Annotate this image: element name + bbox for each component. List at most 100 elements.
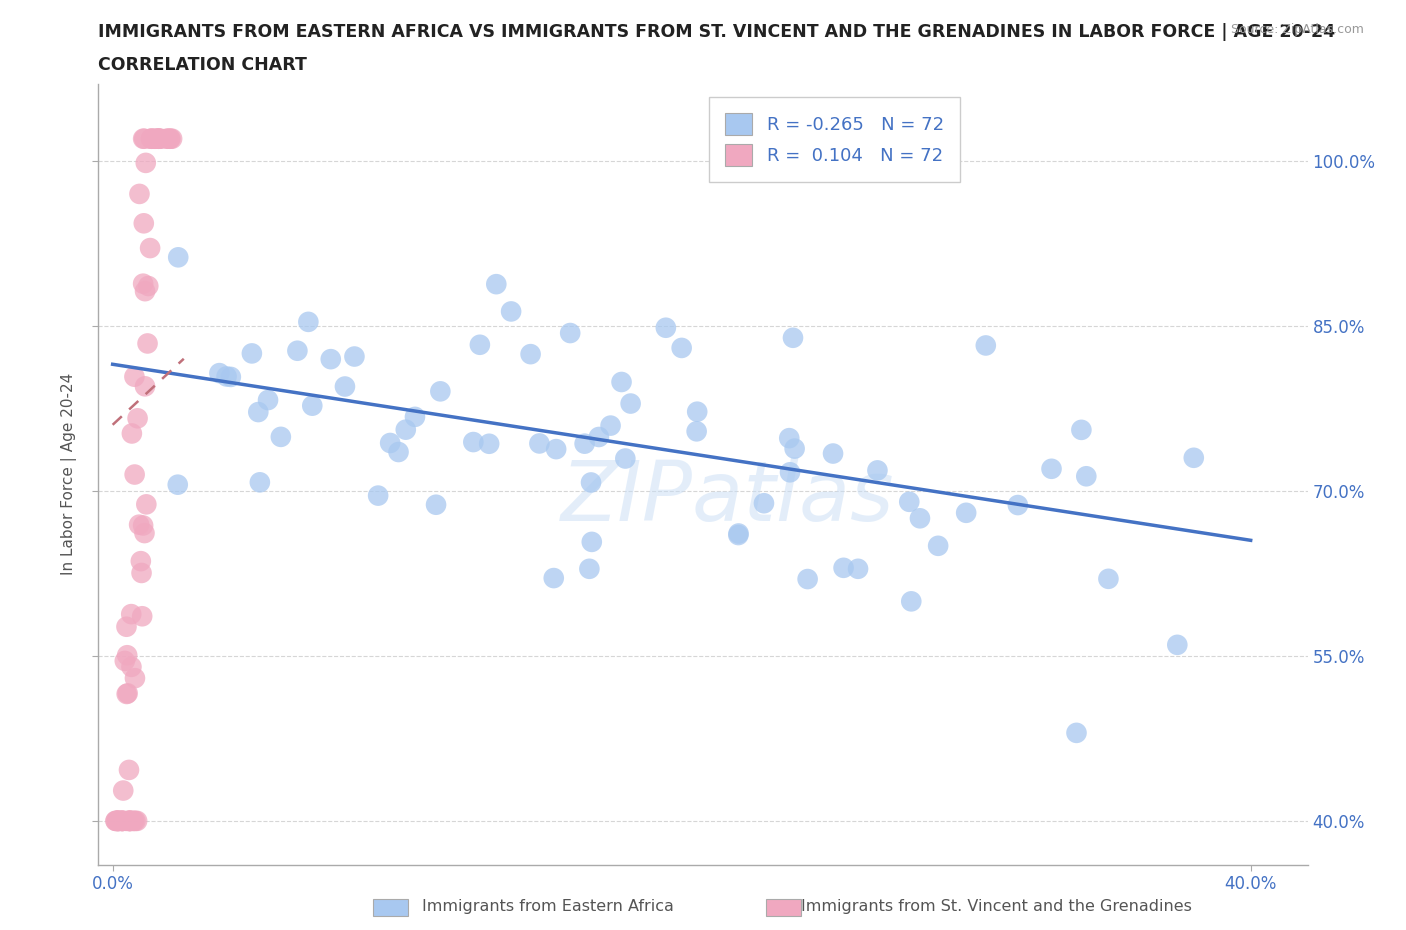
Point	[156, 131, 179, 146]
Point	[821, 446, 844, 461]
Point	[1007, 498, 1029, 512]
Point	[108, 814, 131, 829]
Point	[588, 430, 610, 445]
Text: IMMIGRANTS FROM EASTERN AFRICA VS IMMIGRANTS FROM ST. VINCENT AND THE GRENADINES: IMMIGRANTS FROM EASTERN AFRICA VS IMMIGR…	[98, 23, 1336, 41]
Point	[128, 517, 150, 532]
Point	[160, 131, 183, 146]
Point	[132, 518, 155, 533]
Point	[118, 814, 141, 829]
Point	[104, 814, 127, 829]
Point	[120, 606, 142, 621]
Point	[463, 434, 485, 449]
Point	[257, 392, 280, 407]
Point	[927, 538, 949, 553]
Point	[546, 442, 568, 457]
Point	[1166, 637, 1188, 652]
Point	[908, 511, 931, 525]
Point	[166, 477, 188, 492]
Point	[124, 814, 146, 829]
Point	[136, 279, 159, 294]
Point	[501, 304, 523, 319]
Point	[124, 467, 146, 482]
Point	[134, 131, 156, 146]
Point	[139, 131, 162, 146]
Point	[136, 336, 159, 351]
Point	[134, 379, 156, 393]
Point	[115, 814, 138, 829]
Point	[159, 131, 181, 146]
Point	[111, 814, 134, 829]
Point	[560, 326, 582, 340]
Point	[581, 535, 603, 550]
Point	[380, 435, 402, 450]
Point	[141, 131, 163, 146]
Point	[866, 463, 889, 478]
Point	[783, 441, 806, 456]
Point	[1182, 450, 1205, 465]
Point	[620, 396, 643, 411]
Point	[135, 155, 157, 170]
Point	[219, 369, 242, 384]
Point	[240, 346, 263, 361]
Point	[139, 241, 162, 256]
Point	[898, 495, 921, 510]
Y-axis label: In Labor Force | Age 20-24: In Labor Force | Age 20-24	[60, 373, 77, 576]
Point	[111, 814, 134, 829]
Text: Immigrants from Eastern Africa: Immigrants from Eastern Africa	[422, 899, 673, 914]
Point	[333, 379, 356, 394]
Point	[343, 349, 366, 364]
Point	[215, 369, 238, 384]
Point	[131, 565, 153, 580]
Point	[124, 671, 146, 685]
Point	[118, 814, 141, 829]
Point	[127, 814, 149, 829]
Text: Source: ZipAtlas.com: Source: ZipAtlas.com	[1230, 23, 1364, 36]
Point	[478, 436, 501, 451]
Point	[796, 572, 818, 587]
Point	[900, 594, 922, 609]
Point	[148, 131, 170, 146]
Point	[112, 783, 135, 798]
Point	[974, 338, 997, 352]
Text: ZIPatlas: ZIPatlas	[561, 458, 894, 538]
Point	[468, 338, 491, 352]
Point	[111, 814, 134, 829]
Point	[127, 411, 149, 426]
Point	[782, 330, 804, 345]
Point	[121, 426, 143, 441]
Point	[114, 654, 136, 669]
Point	[131, 609, 153, 624]
Point	[519, 347, 541, 362]
Text: CORRELATION CHART: CORRELATION CHART	[98, 56, 308, 73]
Point	[429, 384, 451, 399]
Point	[143, 131, 166, 146]
Point	[270, 430, 292, 445]
Point	[208, 365, 231, 380]
Point	[148, 131, 170, 146]
Point	[832, 561, 855, 576]
Point	[132, 216, 155, 231]
Point	[107, 814, 129, 829]
Point	[574, 436, 596, 451]
Point	[107, 814, 129, 829]
Point	[287, 343, 309, 358]
Point	[117, 686, 139, 701]
Point	[578, 562, 600, 577]
Point	[148, 131, 170, 146]
Point	[159, 131, 181, 146]
Point	[148, 131, 170, 146]
Text: Immigrants from St. Vincent and the Grenadines: Immigrants from St. Vincent and the Gren…	[801, 899, 1192, 914]
Point	[247, 405, 270, 419]
Point	[1070, 422, 1092, 437]
Point	[141, 131, 163, 146]
Point	[105, 814, 128, 829]
Point	[727, 526, 749, 541]
Point	[655, 320, 678, 335]
Point	[599, 418, 621, 433]
Point	[120, 659, 142, 674]
Point	[156, 131, 179, 146]
Point	[425, 498, 447, 512]
Point	[107, 814, 129, 829]
Point	[145, 131, 167, 146]
Point	[395, 422, 418, 437]
